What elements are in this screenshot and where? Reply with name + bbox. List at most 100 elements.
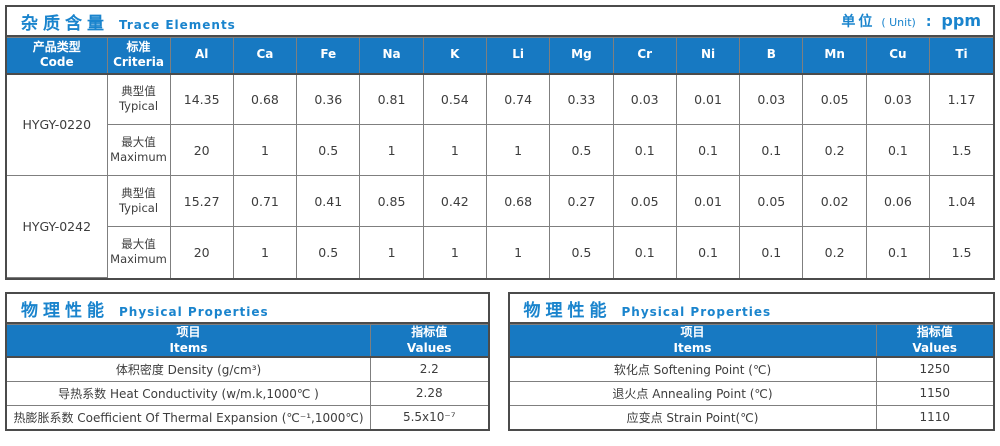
criteria-en: Typical xyxy=(118,201,159,215)
trace-elements-table: 产品类型 Code 标准 Criteria Al Ca Fe Na K Li M… xyxy=(7,37,993,278)
value-cell: 0.33 xyxy=(549,73,614,125)
col-header-values: 指标值 Values xyxy=(370,324,488,359)
table-row: 导热系数 Heat Conductivity (w/m.k,1000℃ ) 2.… xyxy=(7,380,488,406)
unit-separator: : xyxy=(925,14,932,30)
physical-properties-title-bar: 物理性能 Physical Properties xyxy=(509,294,993,324)
value-cell: 1 xyxy=(485,226,551,278)
section-title-en: Trace Elements xyxy=(119,17,236,32)
criteria-en: Typical xyxy=(118,99,159,114)
property-item: 软化点 Softening Point (℃) xyxy=(509,356,877,382)
value-cell: 0.1 xyxy=(675,226,741,278)
table-row: 应变点 Strain Point(℃) 1110 xyxy=(509,404,993,430)
property-value: 5.5x10⁻⁷ xyxy=(370,404,488,430)
property-item: 热膨胀系数 Coefficient Of Thermal Expansion (… xyxy=(7,404,371,430)
value-cell: 0.2 xyxy=(802,226,867,278)
section-title-zh: 物理性能 xyxy=(21,300,109,321)
value-cell: 0.05 xyxy=(802,73,867,125)
value-cell: 0.74 xyxy=(485,73,551,125)
value-cell: 0.2 xyxy=(802,124,867,176)
value-cell: 1 xyxy=(485,124,551,176)
col-header-items: 项目 Items xyxy=(509,324,877,359)
value-cell: 0.03 xyxy=(612,73,677,125)
col-header-criteria-zh: 标准 xyxy=(126,39,151,54)
col-header-code: 产品类型 Code xyxy=(7,37,108,75)
section-title: 物理性能 Physical Properties xyxy=(524,296,772,321)
value-cell: 0.1 xyxy=(675,124,741,176)
physical-properties-left-section: 物理性能 Physical Properties 项目 Items 指标值 Va… xyxy=(5,292,490,432)
table-row: 最大值 Maximum 20 1 0.5 1 1 1 0.5 0.1 0.1 0… xyxy=(7,226,993,278)
property-item: 导热系数 Heat Conductivity (w/m.k,1000℃ ) xyxy=(7,380,371,406)
value-cell: 1 xyxy=(359,124,424,176)
value-cell: 0.06 xyxy=(865,175,931,227)
value-cell: 0.68 xyxy=(485,175,551,227)
col-header-element-cr: Cr xyxy=(612,37,677,75)
section-title: 物理性能 Physical Properties xyxy=(21,296,269,321)
value-cell: 0.54 xyxy=(422,73,487,125)
value-cell: 0.05 xyxy=(739,175,804,227)
value-cell: 1.5 xyxy=(929,124,993,176)
section-title-zh: 杂质含量 xyxy=(21,13,109,34)
property-value: 1150 xyxy=(875,380,993,406)
col-header-items-en: Items xyxy=(169,340,208,355)
value-cell: 0.03 xyxy=(865,73,931,125)
col-header-element-al: Al xyxy=(169,37,234,75)
header-row: 项目 Items 指标值 Values xyxy=(509,324,993,359)
trace-elements-title-bar: 杂质含量 Trace Elements 单位 ( Unit) : ppm xyxy=(7,7,993,37)
value-cell: 1 xyxy=(359,226,424,278)
criteria-zh: 最大值 xyxy=(121,135,156,150)
value-cell: 20 xyxy=(169,124,234,176)
section-title: 杂质含量 Trace Elements xyxy=(21,9,236,34)
section-title-en: Physical Properties xyxy=(621,304,772,319)
unit-zh: 单位 xyxy=(841,14,876,30)
col-header-items-zh: 项目 xyxy=(680,325,705,339)
col-header-values-zh: 指标值 xyxy=(411,325,448,339)
table-row: 软化点 Softening Point (℃) 1250 xyxy=(509,356,993,382)
physical-properties-row: 物理性能 Physical Properties 项目 Items 指标值 Va… xyxy=(5,292,995,432)
value-cell: 1.5 xyxy=(929,226,993,278)
criteria-zh: 典型值 xyxy=(121,186,156,201)
criteria-cell: 典型值 Typical xyxy=(106,73,171,125)
value-cell: 0.27 xyxy=(549,175,614,227)
property-value: 1110 xyxy=(875,404,993,430)
value-cell: 1.17 xyxy=(929,73,993,125)
col-header-element-ni: Ni xyxy=(675,37,741,75)
value-cell: 0.01 xyxy=(675,175,741,227)
col-header-criteria-en: Criteria xyxy=(113,55,164,70)
value-cell: 0.71 xyxy=(232,175,298,227)
value-cell: 0.5 xyxy=(296,124,361,176)
col-header-values-en: Values xyxy=(406,340,452,355)
product-code: HYGY-0220 xyxy=(7,73,108,176)
unit-value: ppm xyxy=(941,11,981,30)
col-header-criteria: 标准 Criteria xyxy=(106,37,171,75)
value-cell: 0.01 xyxy=(675,73,741,125)
value-cell: 0.41 xyxy=(296,175,361,227)
value-cell: 0.42 xyxy=(422,175,487,227)
value-cell: 15.27 xyxy=(169,175,234,227)
value-cell: 0.1 xyxy=(739,226,804,278)
criteria-cell: 最大值 Maximum xyxy=(107,226,171,278)
col-header-element-ti: Ti xyxy=(929,37,993,75)
value-cell: 0.81 xyxy=(359,73,424,125)
value-cell: 0.1 xyxy=(612,226,677,278)
value-cell: 0.1 xyxy=(865,226,931,278)
criteria-cell: 典型值 Typical xyxy=(106,175,171,227)
header-row: 项目 Items 指标值 Values xyxy=(7,324,488,359)
value-cell: 0.5 xyxy=(296,226,361,278)
col-header-element-k: K xyxy=(422,37,487,75)
physical-properties-right-section: 物理性能 Physical Properties 项目 Items 指标值 Va… xyxy=(507,292,995,432)
value-cell: 0.02 xyxy=(802,175,867,227)
col-header-items-zh: 项目 xyxy=(176,325,201,339)
value-cell: 0.5 xyxy=(549,226,614,278)
unit-en: ( Unit) xyxy=(881,16,916,29)
value-cell: 1 xyxy=(422,226,487,278)
value-cell: 0.1 xyxy=(865,124,931,176)
criteria-cell: 最大值 Maximum xyxy=(107,124,171,176)
criteria-zh: 最大值 xyxy=(121,237,156,252)
property-item: 应变点 Strain Point(℃) xyxy=(509,404,877,430)
value-cell: 1 xyxy=(232,226,298,278)
value-cell: 0.36 xyxy=(296,73,361,125)
col-header-items-en: Items xyxy=(673,340,712,355)
value-cell: 14.35 xyxy=(169,73,234,125)
property-item: 退火点 Annealing Point (℃) xyxy=(509,380,877,406)
value-cell: 1 xyxy=(232,124,298,176)
